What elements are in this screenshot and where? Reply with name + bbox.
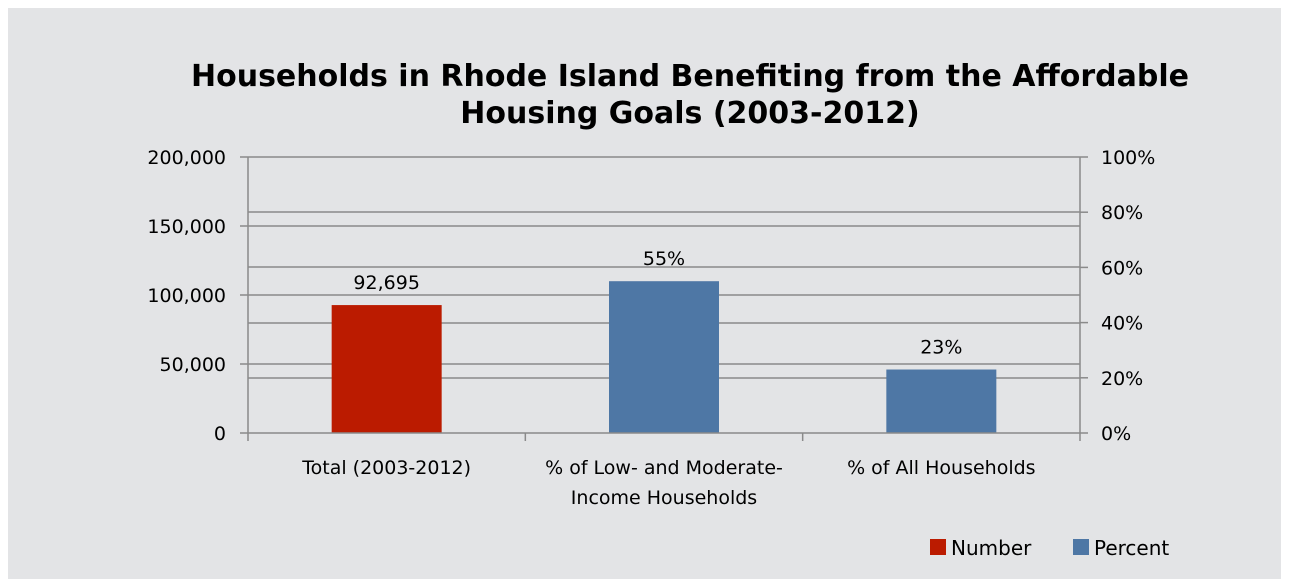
x-tick-label: % of Low- and Moderate-: [545, 457, 783, 479]
y-right-tick-label: 80%: [1101, 202, 1143, 224]
y-left-tick-label: 200,000: [147, 147, 226, 169]
data-label: 55%: [643, 248, 685, 270]
chart-title-line: Households in Rhode Island Benefiting fr…: [191, 59, 1189, 94]
y-right-tick-label: 60%: [1101, 257, 1143, 279]
x-tick-label: Income Households: [571, 487, 757, 509]
y-left-tick-label: 0: [214, 423, 226, 445]
legend-swatch-percent: [1073, 539, 1089, 555]
legend-label-percent: Percent: [1094, 536, 1169, 560]
chart-title-line: Housing Goals (2003-2012): [460, 96, 919, 131]
axes: 0 50,000 100,000 150,000 200,000 0% 20% 40% 60% 8…: [147, 147, 1155, 509]
bar-percent: [886, 369, 997, 433]
x-tick-label: % of All Households: [847, 457, 1036, 479]
y-left-tick-label: 150,000: [147, 216, 226, 238]
y-right-tick-label: 100%: [1101, 147, 1155, 169]
y-right-tick-label: 40%: [1101, 313, 1143, 335]
legend-swatch-number: [930, 539, 946, 555]
data-labels: 92,695 55% 23%: [353, 248, 962, 358]
y-left-tick-label: 50,000: [160, 354, 226, 376]
legend-label-number: Number: [951, 536, 1032, 560]
legend: Number Percent: [930, 536, 1169, 560]
bar-percent: [609, 281, 719, 433]
y-right-tick-label: 0%: [1101, 423, 1131, 445]
y-right-tick-label: 20%: [1101, 368, 1143, 390]
y-left-tick-label: 100,000: [147, 285, 226, 307]
bar-number: [331, 305, 442, 433]
x-tick-label: Total (2003-2012): [301, 457, 471, 479]
chart-title: Households in Rhode Island Benefiting fr…: [191, 59, 1189, 131]
bars: [331, 281, 997, 433]
data-label: 92,695: [353, 272, 419, 294]
data-label: 23%: [920, 337, 962, 359]
